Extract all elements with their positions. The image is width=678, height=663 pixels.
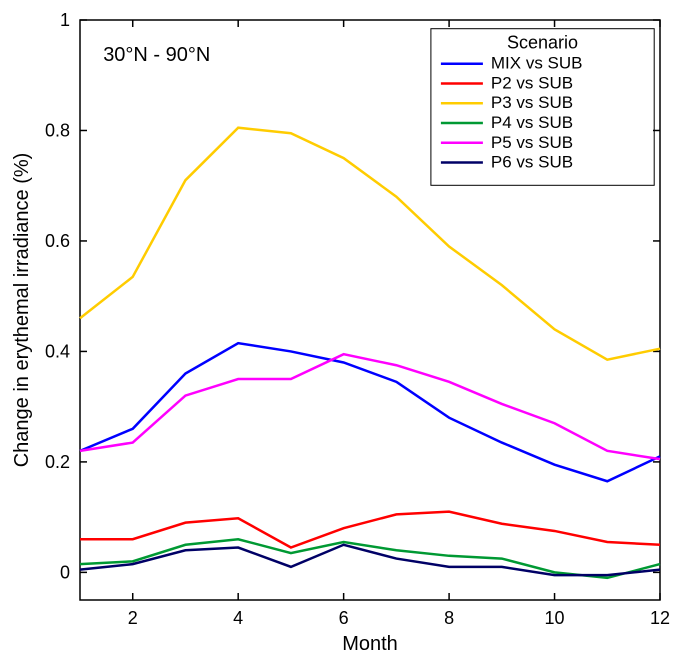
series-line: [80, 512, 660, 548]
legend-title: Scenario: [507, 33, 578, 53]
series-line: [80, 539, 660, 578]
legend-label: P5 vs SUB: [491, 133, 573, 152]
chart-container: 2 4 6 8 10 12 0 0.2 0.4 0.6 0.8 1 Month Change in ery…: [0, 0, 678, 663]
y-tick-label: 0.4: [45, 341, 70, 361]
y-tick-label: 0.2: [45, 452, 70, 472]
region-annotation: 30°N - 90°N: [103, 44, 210, 66]
legend-label: P3 vs SUB: [491, 93, 573, 112]
x-tick-label: 8: [444, 608, 454, 628]
legend-label: P2 vs SUB: [491, 73, 573, 92]
y-axis-label: Change in erythemal irradiance (%): [11, 153, 33, 468]
x-tick-label: 2: [128, 608, 138, 628]
y-tick-label: 0.6: [45, 231, 70, 251]
series-line: [80, 354, 660, 459]
x-tick-label: 6: [339, 608, 349, 628]
legend-label: P4 vs SUB: [491, 113, 573, 132]
line-chart: 2 4 6 8 10 12 0 0.2 0.4 0.6 0.8 1 Month Change in ery…: [0, 0, 678, 663]
legend-label: P6 vs SUB: [491, 153, 573, 172]
x-axis-label: Month: [342, 633, 398, 655]
x-tick-label: 4: [233, 608, 243, 628]
y-tick-label: 1: [60, 10, 70, 30]
legend-label: MIX vs SUB: [491, 54, 583, 73]
y-tick-label: 0.8: [45, 120, 70, 140]
x-tick-label: 10: [545, 608, 565, 628]
x-tick-label: 12: [650, 608, 670, 628]
y-tick-label: 0: [60, 562, 70, 582]
